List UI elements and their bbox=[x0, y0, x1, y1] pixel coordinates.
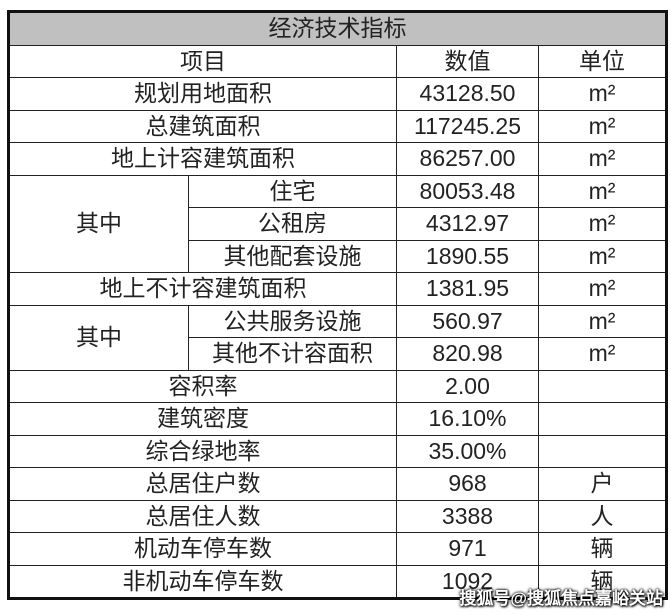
table-row: 综合绿地率 35.00% bbox=[8, 434, 667, 468]
item-cell: 非机动车停车数 bbox=[8, 564, 397, 599]
header-value: 数值 bbox=[396, 44, 539, 78]
table-row: 机动车停车数 971 辆 bbox=[8, 532, 667, 566]
item-cell: 公共服务设施 bbox=[188, 304, 397, 338]
header-row: 项目 数值 单位 bbox=[8, 44, 667, 78]
item-cell: 规划用地面积 bbox=[8, 77, 397, 111]
header-item: 项目 bbox=[8, 44, 397, 78]
unit-text: m² bbox=[588, 145, 616, 172]
table-row: 其他配套设施 1890.55 m² bbox=[9, 239, 667, 273]
value-cell: 35.00% bbox=[396, 434, 539, 468]
unit-cell: m² bbox=[538, 304, 667, 338]
item-cell: 住宅 bbox=[188, 174, 397, 208]
unit-cell: m² bbox=[538, 337, 667, 371]
value-cell: 43128.50 bbox=[396, 77, 539, 111]
table-row: 其他不计容面积 820.98 m² bbox=[9, 337, 667, 371]
item-cell: 公租房 bbox=[188, 207, 397, 241]
table-row: 非机动车停车数 1092 辆 bbox=[8, 564, 667, 599]
value-cell: 117245.25 bbox=[396, 109, 539, 143]
unit-cell: m² bbox=[538, 109, 667, 143]
item-cell: 建筑密度 bbox=[8, 402, 397, 436]
group-label: 其中 bbox=[8, 304, 189, 371]
table-row: 建筑密度 16.10% bbox=[8, 402, 667, 436]
header-unit: 单位 bbox=[538, 44, 667, 78]
value-cell: 820.98 bbox=[396, 337, 539, 371]
unit-cell: 辆 bbox=[538, 564, 667, 599]
value-cell: 1092 bbox=[396, 564, 539, 599]
item-cell: 地上不计容建筑面积 bbox=[8, 272, 397, 306]
unit-text: m² bbox=[588, 340, 616, 367]
item-cell: 地上计容建筑面积 bbox=[8, 142, 397, 176]
unit-text: m² bbox=[588, 307, 616, 334]
table-row: 总建筑面积 117245.25 m² bbox=[8, 109, 667, 143]
unit-cell: m² bbox=[538, 239, 667, 273]
title-row: 经济技术指标 bbox=[8, 11, 667, 46]
unit-cell: m² bbox=[538, 77, 667, 111]
unit-cell: m² bbox=[538, 207, 667, 241]
watermark: 搜狐号@搜狐焦点嘉峪关站 bbox=[459, 589, 663, 608]
unit-cell: m² bbox=[538, 272, 667, 306]
table-row: 规划用地面积 43128.50 m² bbox=[8, 77, 667, 111]
value-cell: 86257.00 bbox=[396, 142, 539, 176]
value-cell: 3388 bbox=[396, 499, 539, 533]
table-row: 总居住户数 968 户 bbox=[8, 467, 667, 501]
item-cell: 综合绿地率 bbox=[8, 434, 397, 468]
table-row: 其中 公共服务设施 560.97 m² bbox=[8, 304, 667, 371]
unit-cell: 户 bbox=[538, 467, 667, 501]
item-cell: 其他配套设施 bbox=[188, 239, 397, 273]
value-cell: 560.97 bbox=[396, 304, 539, 338]
value-cell: 1381.95 bbox=[396, 272, 539, 306]
item-cell: 总建筑面积 bbox=[8, 109, 397, 143]
table-row: 总居住人数 3388 人 bbox=[8, 499, 667, 533]
value-cell: 1890.55 bbox=[396, 239, 539, 273]
unit-text: m² bbox=[588, 80, 616, 107]
item-cell: 其他不计容面积 bbox=[188, 337, 397, 371]
value-cell: 16.10% bbox=[396, 402, 539, 436]
unit-cell: m² bbox=[538, 142, 667, 176]
unit-text: m² bbox=[588, 275, 616, 302]
table-row: 地上计容建筑面积 86257.00 m² bbox=[8, 142, 667, 176]
item-cell: 总居住户数 bbox=[8, 467, 397, 501]
value-cell: 80053.48 bbox=[396, 174, 539, 208]
economic-indicators-table: 经济技术指标 项目 数值 单位 规划用地面积 43128.50 m² 总建筑面积 117… bbox=[7, 10, 668, 600]
unit-text: m² bbox=[588, 242, 616, 269]
value-cell: 968 bbox=[396, 467, 539, 501]
unit-text: m² bbox=[588, 177, 616, 204]
table-row: 地上不计容建筑面积 1381.95 m² bbox=[8, 272, 667, 306]
table-row: 公租房 4312.97 m² bbox=[9, 207, 667, 241]
table-row: 容积率 2.00 bbox=[8, 369, 667, 403]
unit-cell: 辆 bbox=[538, 532, 667, 566]
value-cell: 4312.97 bbox=[396, 207, 539, 241]
table-title: 经济技术指标 bbox=[8, 11, 667, 46]
group-label: 其中 bbox=[8, 174, 189, 273]
unit-cell bbox=[538, 369, 667, 403]
item-cell: 机动车停车数 bbox=[8, 532, 397, 566]
value-cell: 2.00 bbox=[396, 369, 539, 403]
item-cell: 容积率 bbox=[8, 369, 397, 403]
unit-text: m² bbox=[588, 112, 616, 139]
unit-cell: m² bbox=[538, 174, 667, 208]
unit-cell: 人 bbox=[538, 499, 667, 533]
table-row: 其中 住宅 80053.48 m² bbox=[8, 174, 667, 273]
item-cell: 总居住人数 bbox=[8, 499, 397, 533]
unit-cell bbox=[538, 434, 667, 468]
value-cell: 971 bbox=[396, 532, 539, 566]
unit-cell bbox=[538, 402, 667, 436]
unit-text: m² bbox=[588, 210, 616, 237]
